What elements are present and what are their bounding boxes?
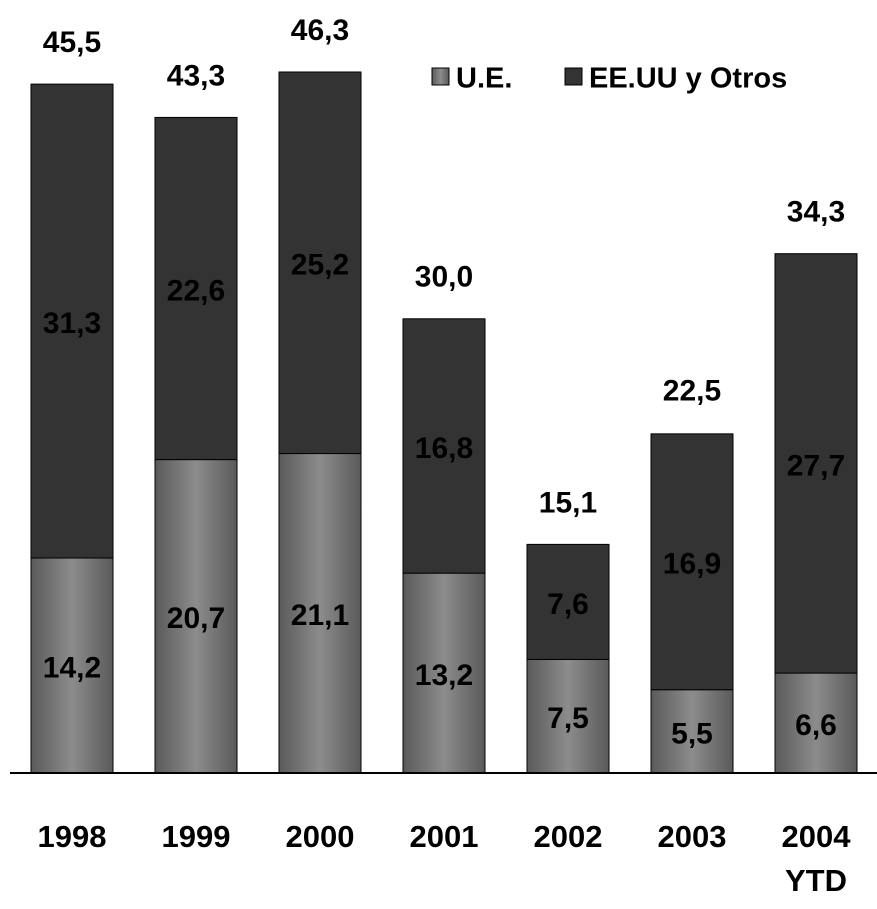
legend-label: U.E. [456,63,512,95]
bar-segment [650,433,734,691]
value-label: 27,7 [787,449,845,482]
x-tick-label: 2000 [285,819,355,854]
legend-swatch [564,67,583,86]
value-label: 7,6 [547,588,589,621]
x-tick-label: 1998 [37,819,107,854]
x-tick-label: 2002 [533,819,603,854]
total-label: 46,3 [291,14,349,47]
bar-segment [30,83,114,559]
value-label: 22,6 [167,274,225,307]
legend-swatch [431,67,450,86]
bar-segment [278,453,362,774]
value-label: 14,2 [43,651,101,684]
legend-label: EE.UU y Otros [589,63,787,95]
value-label: 5,5 [671,717,713,750]
x-tick-label: 2004 YTD [781,819,851,898]
total-label: 45,5 [43,26,101,59]
total-label: 34,3 [787,196,845,229]
bar-segment [278,71,362,455]
value-label: 16,9 [663,548,721,581]
bar-segment [774,253,858,674]
bar-segment [154,116,238,461]
value-label: 25,2 [291,249,349,282]
bar-segment [30,557,114,774]
x-tick-label: 2001 [409,819,479,854]
value-label: 16,8 [415,432,473,465]
bar-segment [526,543,610,660]
x-tick-label: 1999 [161,819,231,854]
value-label: 7,5 [547,702,589,735]
total-label: 15,1 [539,486,597,519]
value-label: 31,3 [43,307,101,340]
total-label: 30,0 [415,261,473,294]
total-label: 43,3 [167,59,225,92]
value-label: 20,7 [167,602,225,635]
value-label: 6,6 [795,709,837,742]
value-label: 13,2 [415,659,473,692]
total-label: 22,5 [663,374,721,407]
bar-segment [774,672,858,774]
x-tick-label: 2003 [657,819,727,854]
bar-segment [650,689,734,774]
value-label: 21,1 [291,599,349,632]
bar-segment [402,318,486,574]
